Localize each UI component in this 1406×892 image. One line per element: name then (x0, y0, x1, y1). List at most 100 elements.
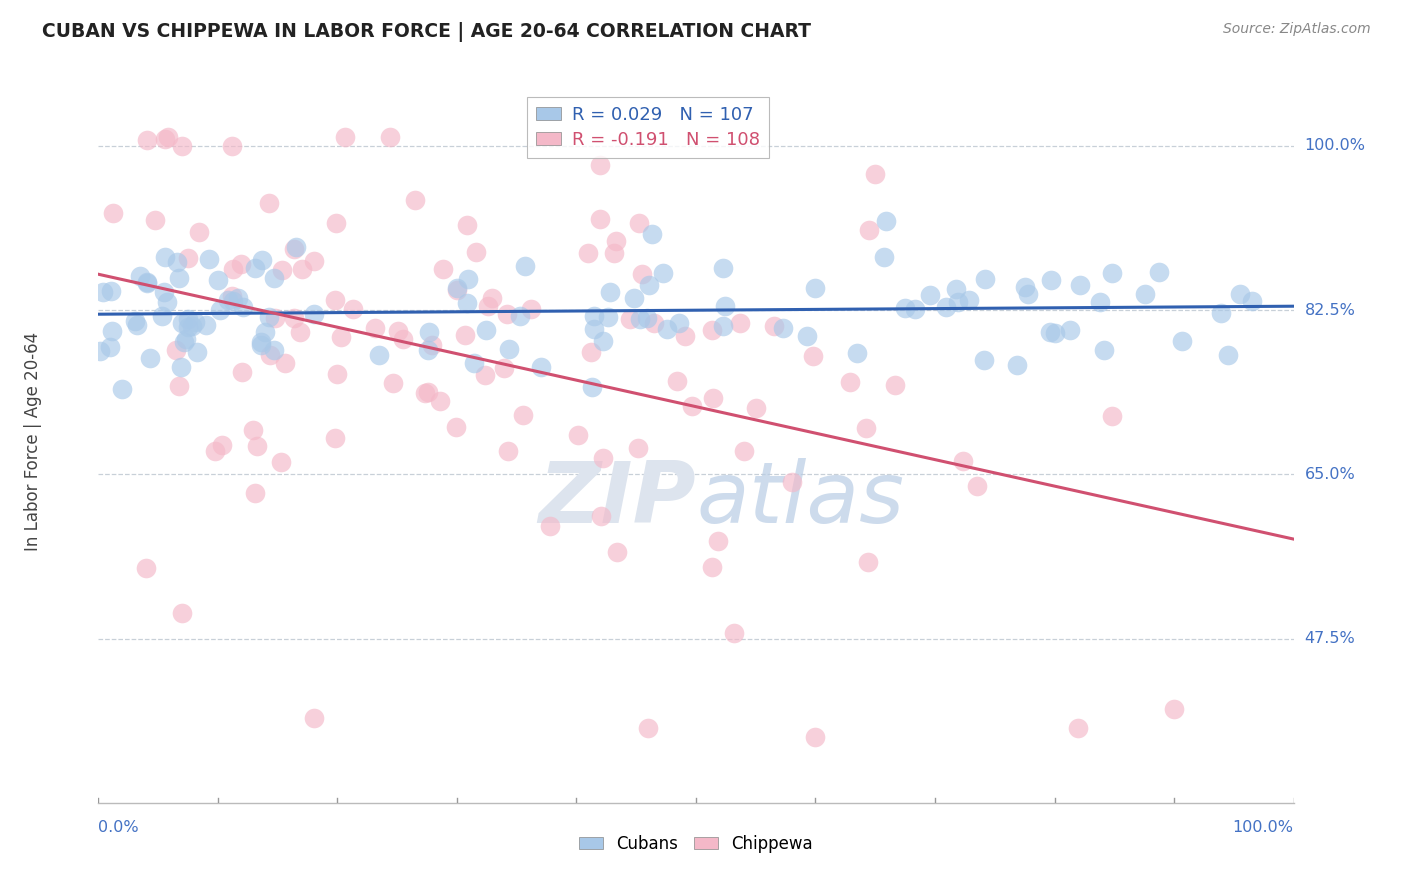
Chippewa (681, 399, 703, 413)
Cubans (1014, 280, 1036, 294)
Chippewa (838, 375, 860, 389)
Chippewa (456, 219, 478, 233)
Chippewa (378, 129, 401, 144)
Cubans (457, 272, 479, 286)
Cubans (186, 344, 208, 359)
Chippewa (229, 257, 252, 271)
Text: 47.5%: 47.5% (1305, 632, 1355, 646)
Chippewa (364, 320, 387, 334)
Cubans (894, 301, 917, 315)
Cubans (1133, 287, 1156, 301)
Cubans (974, 272, 997, 286)
Cubans (875, 214, 897, 228)
Cubans (285, 240, 308, 254)
Chippewa (136, 133, 159, 147)
Chippewa (592, 451, 614, 466)
Chippewa (733, 444, 755, 458)
Cubans (139, 351, 162, 366)
Cubans (655, 322, 678, 336)
Cubans (711, 260, 734, 275)
Cubans (530, 359, 553, 374)
Chippewa (673, 328, 696, 343)
Text: Source: ZipAtlas.com: Source: ZipAtlas.com (1223, 22, 1371, 37)
Cubans (217, 293, 239, 307)
Cubans (1147, 265, 1170, 279)
Cubans (101, 324, 124, 338)
Chippewa (665, 374, 688, 388)
Chippewa (273, 356, 295, 370)
Chippewa (259, 348, 281, 362)
Chippewa (257, 195, 280, 210)
Chippewa (288, 325, 311, 339)
Cubans (170, 359, 193, 374)
Cubans (156, 294, 179, 309)
Chippewa (496, 307, 519, 321)
Chippewa (723, 626, 745, 640)
Cubans (711, 318, 734, 333)
Cubans (368, 348, 391, 362)
Cubans (641, 227, 664, 242)
Chippewa (492, 361, 515, 376)
Chippewa (576, 246, 599, 260)
Cubans (136, 275, 159, 289)
Chippewa (291, 262, 314, 277)
Chippewa (246, 439, 269, 453)
Chippewa (187, 225, 209, 239)
Cubans (176, 332, 198, 346)
Cubans (302, 306, 325, 320)
Chippewa (101, 205, 124, 219)
Text: atlas: atlas (696, 458, 904, 541)
Cubans (177, 311, 200, 326)
Chippewa (172, 139, 194, 153)
Chippewa (700, 560, 723, 574)
Chippewa (231, 365, 253, 379)
Chippewa (165, 343, 187, 358)
Chippewa (520, 301, 543, 316)
Cubans (1069, 278, 1091, 293)
Cubans (226, 291, 249, 305)
Chippewa (707, 534, 730, 549)
Cubans (498, 342, 520, 356)
Chippewa (474, 368, 496, 382)
Cubans (153, 251, 176, 265)
Cubans (263, 343, 285, 357)
Text: CUBAN VS CHIPPEWA IN LABOR FORCE | AGE 20-64 CORRELATION CHART: CUBAN VS CHIPPEWA IN LABOR FORCE | AGE 2… (42, 22, 811, 42)
Chippewa (477, 299, 499, 313)
Cubans (418, 343, 440, 357)
Chippewa (454, 328, 477, 343)
Chippewa (387, 324, 409, 338)
Cubans (177, 320, 200, 334)
Cubans (128, 268, 150, 283)
Cubans (596, 310, 619, 324)
Chippewa (429, 393, 451, 408)
Cubans (456, 296, 478, 310)
Chippewa (170, 606, 193, 620)
Cubans (209, 303, 232, 318)
Chippewa (780, 475, 803, 490)
Cubans (166, 255, 188, 269)
Chippewa (605, 545, 627, 559)
Cubans (583, 322, 606, 336)
Chippewa (884, 378, 907, 392)
Chippewa (496, 444, 519, 458)
Chippewa (155, 131, 177, 145)
Cubans (668, 316, 690, 330)
Chippewa (643, 316, 665, 330)
Chippewa (333, 129, 356, 144)
Text: 100.0%: 100.0% (1233, 820, 1294, 835)
Cubans (446, 281, 468, 295)
Cubans (250, 338, 273, 352)
Text: In Labor Force | Age 20-64: In Labor Force | Age 20-64 (24, 332, 42, 551)
Chippewa (603, 246, 626, 260)
Legend: Cubans, Chippewa: Cubans, Chippewa (572, 828, 820, 860)
Chippewa (1163, 702, 1185, 716)
Cubans (1209, 306, 1232, 320)
Cubans (920, 288, 942, 302)
Chippewa (856, 555, 879, 569)
Chippewa (302, 711, 325, 725)
Cubans (222, 294, 245, 309)
Cubans (153, 285, 176, 299)
Cubans (1039, 273, 1062, 287)
Cubans (181, 319, 204, 334)
Cubans (263, 271, 285, 285)
